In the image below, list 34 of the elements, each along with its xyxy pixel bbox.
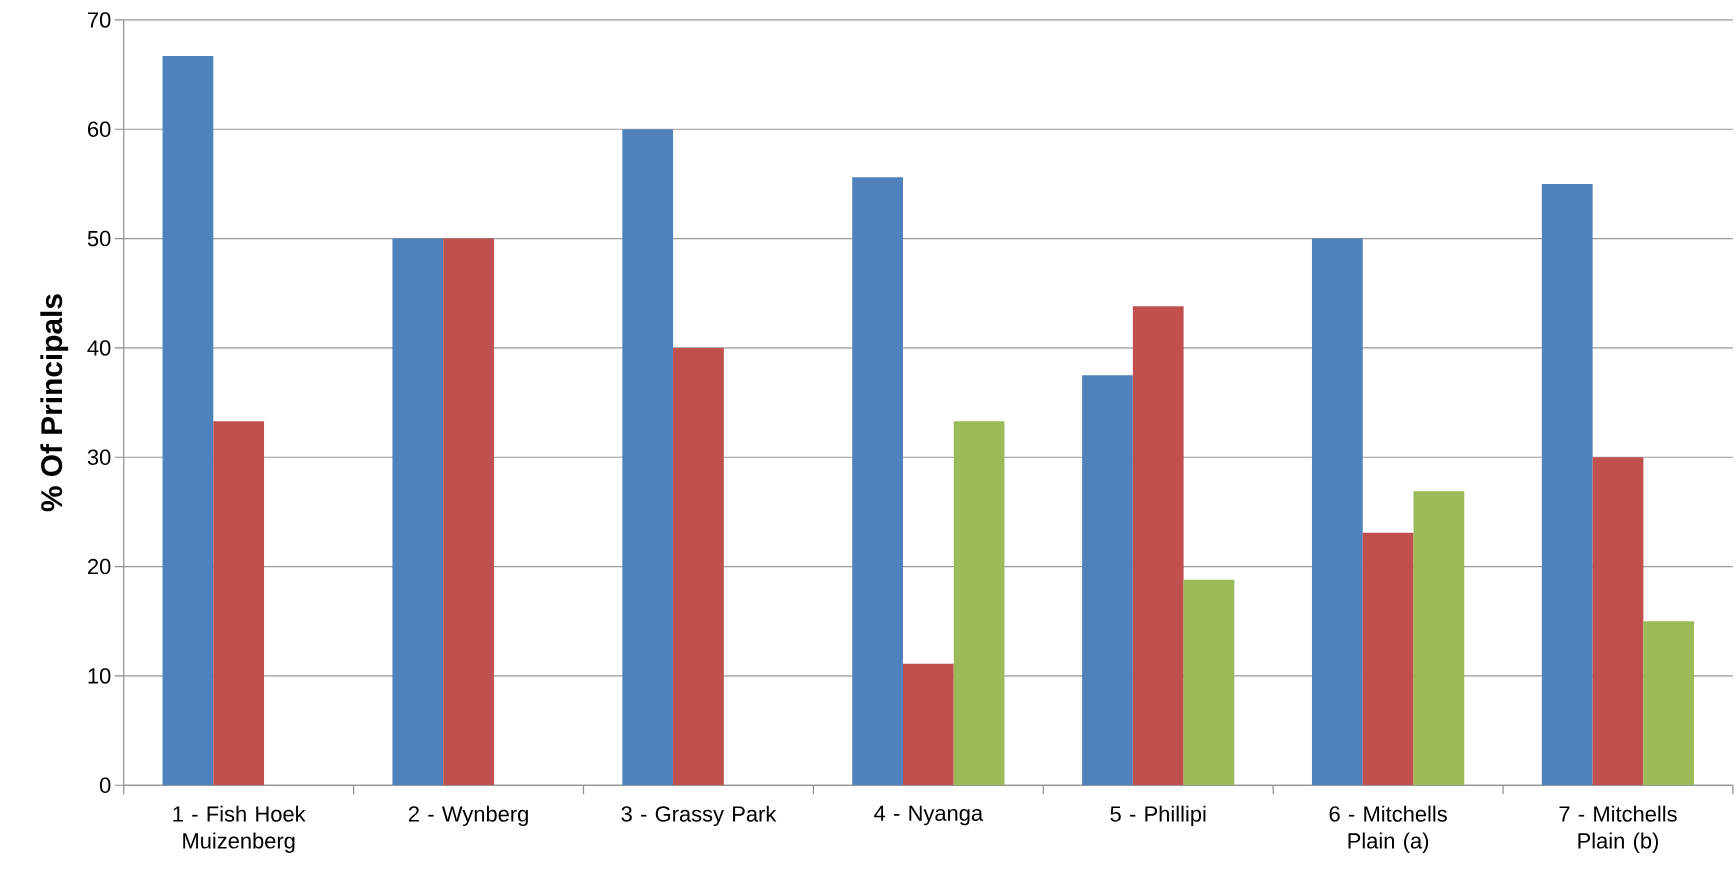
bar <box>1592 457 1644 786</box>
bar <box>1132 306 1184 786</box>
bar <box>1541 184 1593 786</box>
bar <box>953 421 1005 786</box>
y-tick-label: 40 <box>87 340 111 356</box>
x-tick-label: 3 - Grassy Park <box>621 805 777 827</box>
bar <box>902 664 954 786</box>
y-axis-title: % Of Principals <box>40 294 69 512</box>
bar <box>1413 491 1465 786</box>
x-tick-label: 4 - Nyanga <box>874 805 984 826</box>
bar <box>1082 375 1133 786</box>
bar <box>162 56 214 786</box>
x-tick-label: 7 - Mitchells Plain (b) <box>1559 805 1677 854</box>
x-tick-label: 1 - Fish Hoek Muizenberg <box>173 805 306 854</box>
bar <box>1643 621 1695 786</box>
y-tick-label: 70 <box>88 12 111 28</box>
x-tick-label: 5 - Phillipi <box>1110 805 1206 827</box>
bar <box>213 421 265 786</box>
y-tick-label: 30 <box>87 449 111 466</box>
bar <box>443 238 494 786</box>
bar <box>1362 532 1414 786</box>
y-tick-label: 10 <box>88 668 111 684</box>
x-tick-label: 2 - Wynberg <box>408 805 528 827</box>
y-tick-label: 60 <box>88 121 111 138</box>
y-tick-label: 50 <box>87 230 111 247</box>
bar <box>392 238 444 786</box>
x-tick-label: 6 - Mitchells Plain (a) <box>1329 805 1447 854</box>
bar <box>1311 238 1363 786</box>
y-tick-label: 0 <box>99 777 111 794</box>
y-tick-label: 20 <box>88 558 111 575</box>
bar <box>852 177 903 786</box>
bar <box>622 129 674 786</box>
bar <box>673 348 724 786</box>
bar <box>1183 579 1235 786</box>
